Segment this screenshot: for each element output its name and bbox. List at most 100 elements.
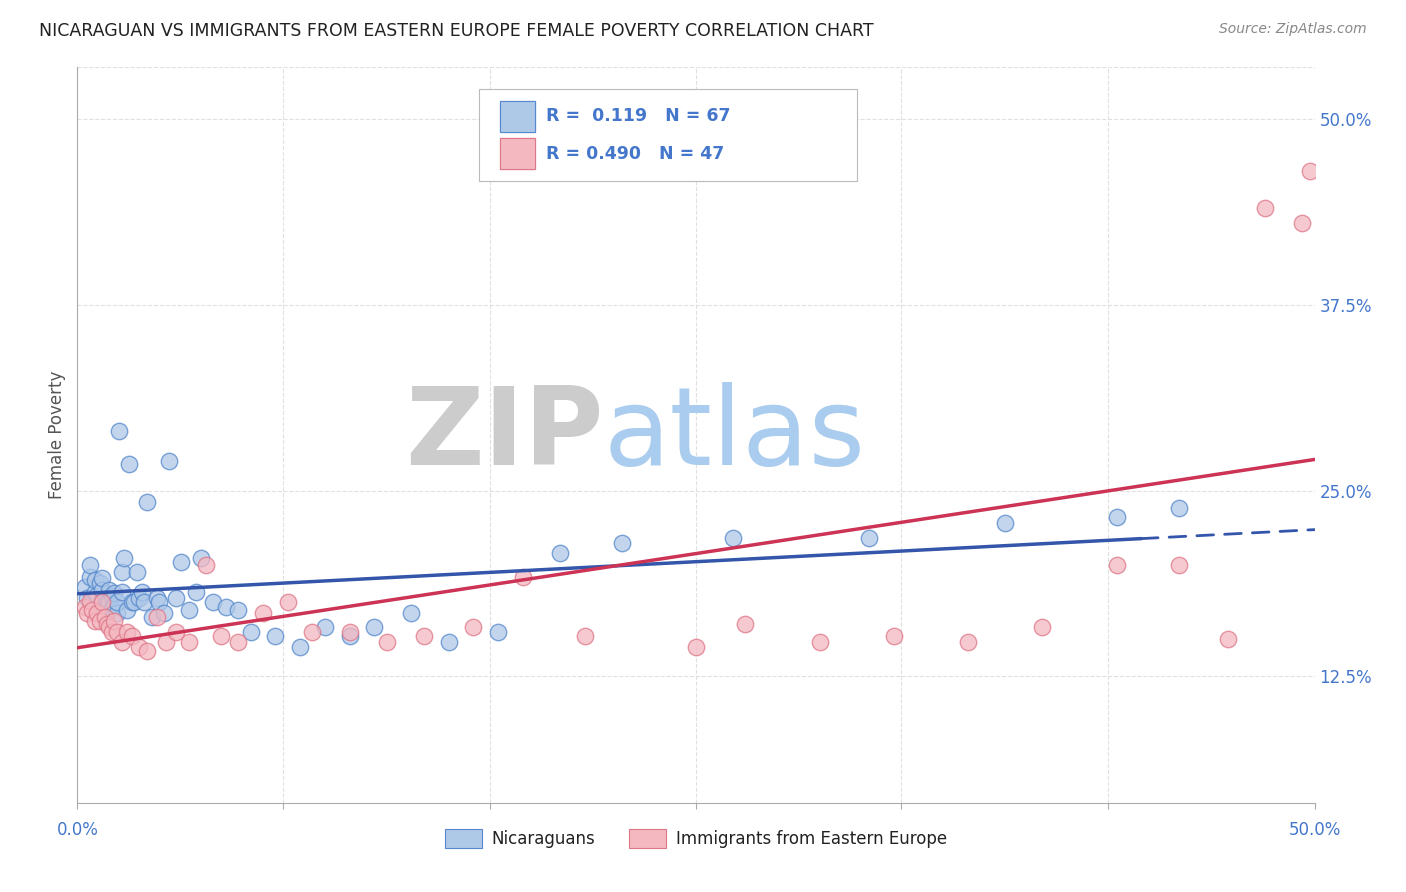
Point [375, 635, 398, 649]
Bar [501, 138, 536, 169]
FancyBboxPatch shape [479, 89, 856, 181]
Point [128, 591, 150, 605]
Point [83, 615, 105, 629]
Text: ZIP: ZIP [405, 382, 603, 488]
Point [1105, 510, 1128, 524]
Point [93, 610, 115, 624]
Point [118, 457, 141, 471]
Point [98, 583, 121, 598]
Bar [501, 138, 536, 169]
Point [115, 624, 138, 639]
Point [98, 595, 121, 609]
Point [103, 615, 125, 629]
Point [177, 635, 200, 649]
Point [202, 595, 225, 609]
Point [145, 610, 167, 624]
Point [121, 595, 143, 609]
Point [412, 629, 434, 643]
Point [339, 629, 361, 643]
Point [82, 595, 104, 609]
Point [105, 624, 128, 639]
Point [301, 624, 323, 639]
Point [112, 550, 135, 565]
Point [91, 595, 114, 609]
Point [437, 635, 460, 649]
Point [574, 629, 596, 643]
Point [226, 635, 249, 649]
Point [79, 558, 101, 572]
Bar [501, 101, 536, 132]
Point [101, 601, 124, 615]
Point [1254, 201, 1277, 215]
Point [108, 424, 131, 438]
Point [96, 606, 118, 620]
Point [115, 602, 138, 616]
Point [79, 570, 101, 584]
Point [111, 635, 134, 649]
Point [86, 599, 108, 614]
Point [141, 610, 163, 624]
Point [883, 629, 905, 643]
Point [86, 588, 108, 602]
Point [73, 580, 96, 594]
Point [125, 566, 148, 580]
Point [858, 531, 880, 545]
Point [105, 595, 128, 609]
Point [98, 620, 121, 634]
Point [721, 531, 744, 545]
Point [135, 495, 157, 509]
Point [96, 617, 118, 632]
Point [121, 629, 143, 643]
Point [195, 558, 218, 572]
Point [808, 635, 831, 649]
Text: R =  0.119   N = 67: R = 0.119 N = 67 [547, 107, 731, 126]
Point [1216, 632, 1239, 647]
Point [1167, 558, 1189, 572]
Point [111, 566, 134, 580]
Point [486, 624, 509, 639]
Point [165, 591, 187, 605]
Point [401, 606, 423, 620]
Point [122, 595, 145, 609]
Point [83, 573, 105, 587]
Point [93, 602, 115, 616]
Point [79, 593, 101, 607]
Point [135, 644, 157, 658]
Point [91, 583, 114, 598]
Point [76, 591, 98, 605]
Point [1031, 620, 1053, 634]
Point [1291, 216, 1313, 230]
Point [190, 550, 212, 565]
Point [252, 606, 274, 620]
Text: NICARAGUAN VS IMMIGRANTS FROM EASTERN EUROPE FEMALE POVERTY CORRELATION CHART: NICARAGUAN VS IMMIGRANTS FROM EASTERN EU… [39, 22, 875, 40]
Point [83, 584, 105, 599]
Text: atlas: atlas [603, 382, 865, 488]
Point [101, 624, 124, 639]
Point [148, 595, 170, 609]
Text: 50.0%: 50.0% [1288, 821, 1341, 838]
Point [76, 606, 98, 620]
Point [131, 584, 153, 599]
Point [105, 606, 128, 620]
Point [184, 584, 207, 599]
Point [288, 640, 311, 654]
Point [215, 599, 238, 614]
Point [153, 606, 176, 620]
Point [314, 620, 336, 634]
Point [86, 606, 108, 620]
Point [103, 598, 125, 612]
Point [73, 599, 96, 614]
Point [1167, 501, 1189, 516]
Point [339, 624, 361, 639]
Point [277, 595, 299, 609]
Point [363, 620, 385, 634]
Point [734, 617, 756, 632]
Bar [501, 101, 536, 132]
Point [170, 555, 193, 569]
Point [91, 593, 114, 607]
Point [93, 591, 115, 605]
Point [239, 624, 262, 639]
Point [548, 546, 571, 560]
Point [82, 602, 104, 616]
Point [463, 620, 485, 634]
